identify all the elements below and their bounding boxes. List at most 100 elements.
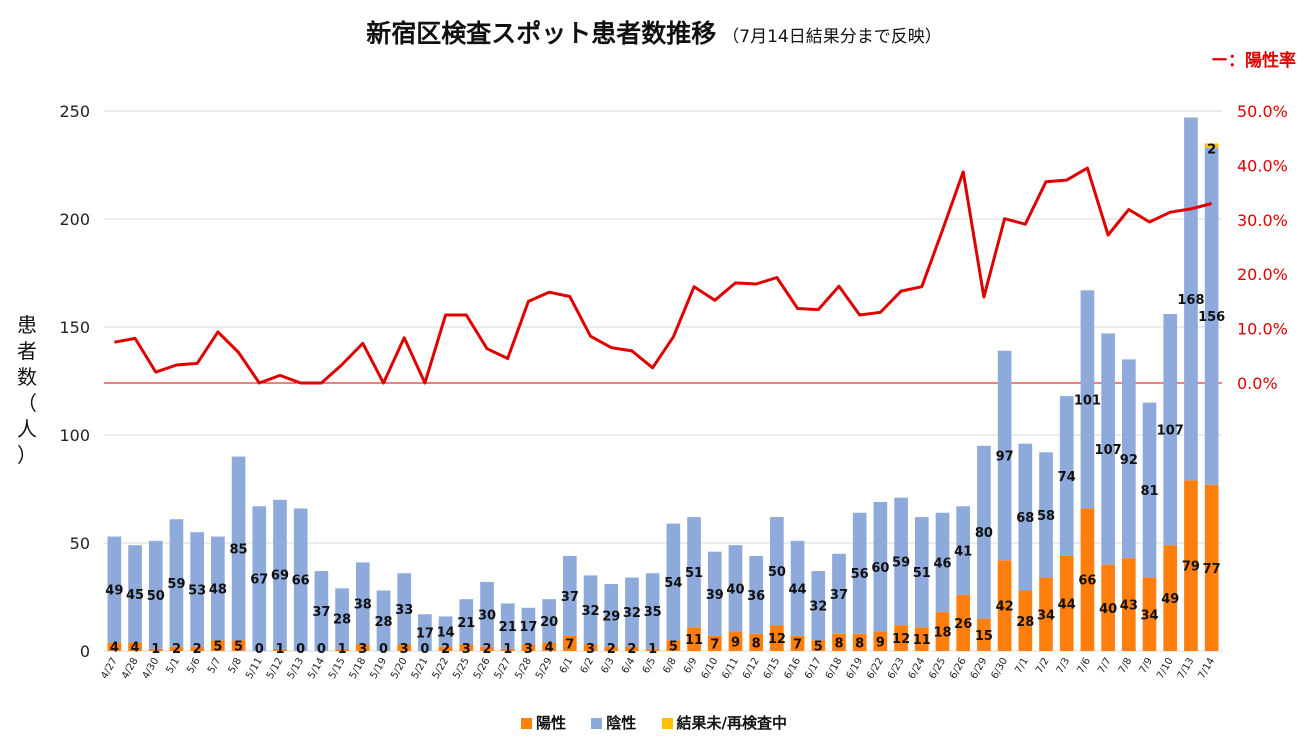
bar-positive <box>1018 590 1033 651</box>
data-label-positive: 8 <box>855 636 864 651</box>
data-label-positive: 2 <box>441 642 450 657</box>
legend-swatch-negative <box>591 718 603 729</box>
x-tick-label: 6/15 <box>762 656 783 681</box>
data-label-negative: 32 <box>623 606 641 621</box>
data-label-positive: 79 <box>1182 560 1200 575</box>
x-tick-label: 7/9 <box>1138 656 1156 675</box>
data-label-positive: 3 <box>400 642 409 657</box>
bar-positive <box>832 633 846 651</box>
bar-negative <box>521 607 536 645</box>
data-label-positive: 3 <box>524 642 533 657</box>
data-label-negative: 45 <box>126 588 144 603</box>
x-tick-label: 6/11 <box>720 656 741 681</box>
bar-negative <box>707 551 722 636</box>
data-label-positive: 18 <box>933 626 951 641</box>
y-axis-title-char: （ <box>17 391 37 415</box>
data-label-positive: 0 <box>379 642 388 657</box>
data-label-positive: 3 <box>586 642 595 657</box>
data-label-positive: 8 <box>834 636 843 651</box>
bar-positive <box>1163 545 1178 651</box>
bar-positive <box>1059 555 1074 651</box>
data-label-negative: 21 <box>499 620 517 635</box>
bar-negative <box>376 590 391 651</box>
bar-positive <box>1101 564 1115 651</box>
data-label-negative: 60 <box>871 561 889 576</box>
data-label-negative: 51 <box>685 566 703 581</box>
data-label-negative: 50 <box>768 565 786 580</box>
x-tick-label: 5/18 <box>348 656 369 681</box>
bar-negative <box>314 571 329 651</box>
y-tick-label: 200 <box>59 210 90 229</box>
data-label-negative: 17 <box>519 620 537 635</box>
legend-item-positive: 陽性 <box>521 712 566 733</box>
bar-positive <box>211 640 225 651</box>
data-label-negative: 28 <box>374 615 392 630</box>
data-label-positive: 77 <box>1203 562 1221 577</box>
data-label-positive: 2 <box>607 642 616 657</box>
x-tick-label: 7/3 <box>1055 656 1073 675</box>
x-tick-label: 5/8 <box>227 656 245 675</box>
bar-positive <box>438 646 453 651</box>
y-tick-label: 0 <box>80 642 90 661</box>
bar-positive <box>148 648 163 651</box>
y-axis-title-char: ） <box>17 443 37 467</box>
data-label-negative: 80 <box>975 526 993 541</box>
data-label-negative: 50 <box>147 589 165 604</box>
x-tick-label: 5/1 <box>164 656 182 675</box>
bar-negative <box>894 497 908 626</box>
bar-negative <box>852 512 867 634</box>
bar-positive <box>873 631 888 651</box>
data-label-negative: 30 <box>478 608 496 623</box>
x-tick-label: 4/28 <box>120 656 141 681</box>
bar-positive <box>1122 558 1136 651</box>
legend-swatch-pending <box>661 718 673 729</box>
data-label-negative: 44 <box>789 582 807 597</box>
bar-negative <box>231 456 246 641</box>
data-label-negative: 21 <box>457 616 475 631</box>
bar-positive <box>1204 484 1219 651</box>
bar-positive <box>355 644 370 651</box>
data-label-negative: 97 <box>996 450 1014 465</box>
data-label-positive: 2 <box>482 642 491 657</box>
bar-negative <box>459 599 474 645</box>
data-label-negative: 107 <box>1095 443 1122 458</box>
data-label-negative: 48 <box>209 582 227 597</box>
data-label-positive: 66 <box>1078 574 1096 589</box>
rate-line-legend: ー：陽性率 <box>1211 51 1296 71</box>
bar-negative <box>1059 396 1074 556</box>
x-tick-label: 5/6 <box>185 656 203 675</box>
x-tick-label: 5/19 <box>368 656 389 681</box>
x-tick-label: 6/3 <box>599 656 617 675</box>
x-tick-label: 5/25 <box>451 656 472 681</box>
bar-negative <box>438 616 453 647</box>
x-tick-label: 6/4 <box>620 656 638 675</box>
bar-negative <box>418 614 432 651</box>
bar-negative <box>997 350 1012 561</box>
data-label-negative: 56 <box>851 567 869 582</box>
data-label-negative: 14 <box>437 626 455 641</box>
bar-positive <box>687 627 701 651</box>
x-tick-label: 6/29 <box>969 656 990 681</box>
bar-positive <box>997 560 1012 651</box>
chart-legend: 陽性 陰性 結果未/再検査中 <box>0 712 1308 733</box>
data-label-positive: 7 <box>710 637 719 652</box>
legend-label-pending: 結果未/再検査中 <box>676 714 787 732</box>
y-tick-label: 100 <box>59 426 90 445</box>
data-label-negative: 38 <box>354 597 372 612</box>
x-tick-label: 6/9 <box>682 656 700 675</box>
data-label-positive: 11 <box>913 633 931 648</box>
data-label-positive: 9 <box>731 635 740 650</box>
bar-negative <box>211 536 225 641</box>
bar-negative <box>542 599 556 643</box>
bar-positive <box>894 625 908 651</box>
bar-positive <box>1184 480 1198 651</box>
data-label-negative: 59 <box>167 577 185 592</box>
x-tick-label: 6/17 <box>803 656 824 681</box>
data-label-negative: 37 <box>312 605 330 620</box>
bar-negative <box>749 555 763 634</box>
data-label-negative: 66 <box>292 574 310 589</box>
bar-negative <box>956 506 971 595</box>
x-tick-label: 6/8 <box>661 656 679 675</box>
bar-negative <box>914 517 929 628</box>
bar-negative <box>335 588 349 649</box>
